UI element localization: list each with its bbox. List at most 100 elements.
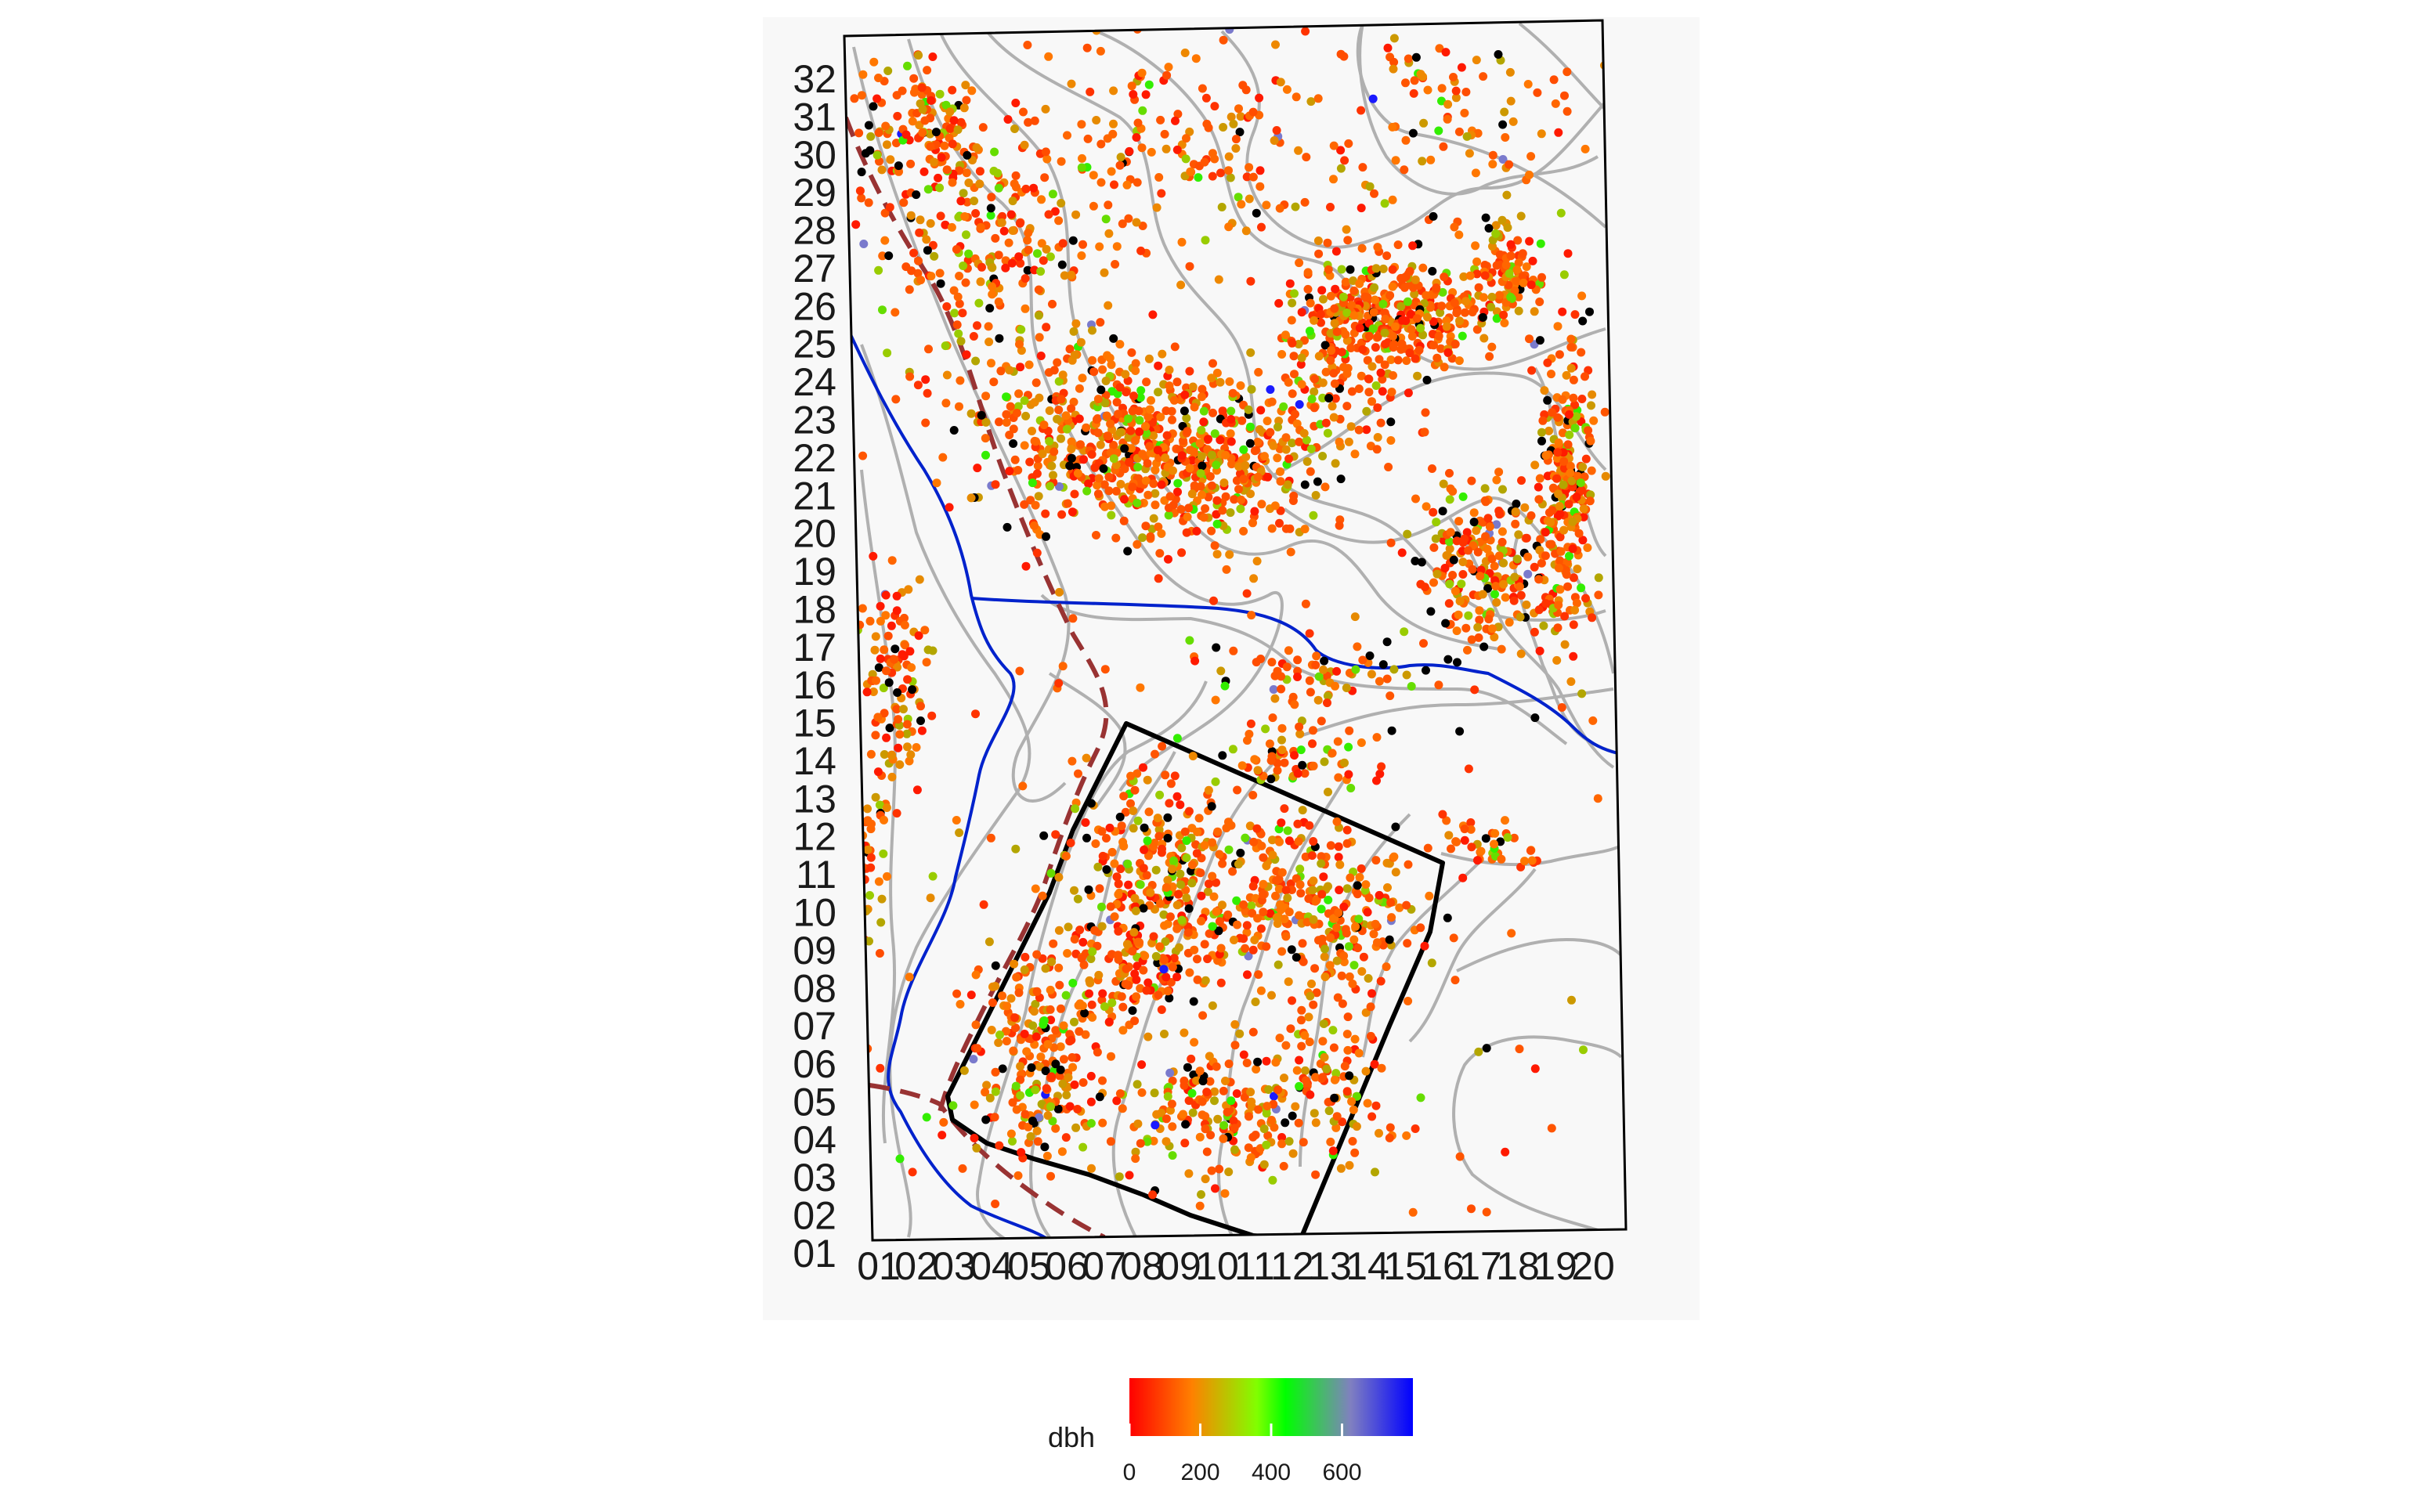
- tree-point: [1183, 427, 1192, 436]
- tree-point: [1436, 344, 1446, 353]
- tree-point: [913, 269, 923, 278]
- tree-point: [1297, 1041, 1306, 1051]
- tree-point: [955, 272, 964, 280]
- tree-point: [1557, 703, 1566, 712]
- tree-point: [959, 103, 969, 113]
- tree-point: [1028, 427, 1036, 435]
- tree-point: [1162, 406, 1171, 416]
- tree-point: [1358, 655, 1367, 665]
- tree-point: [1283, 826, 1292, 835]
- tree-point: [1034, 285, 1043, 294]
- tree-point: [1064, 1073, 1073, 1082]
- tree-point: [1016, 258, 1025, 268]
- tree-point: [1562, 370, 1571, 380]
- tree-point: [1386, 436, 1396, 445]
- tree-point: [887, 772, 897, 781]
- tree-point: [1453, 658, 1461, 667]
- tree-point: [1555, 556, 1565, 565]
- tree-point: [1204, 435, 1212, 444]
- tree-point: [1268, 713, 1277, 723]
- tree-point: [1428, 266, 1437, 276]
- tree-point: [906, 750, 916, 760]
- tree-point: [1333, 737, 1342, 746]
- tree-point: [1250, 936, 1259, 944]
- tree-point: [1282, 662, 1292, 672]
- tree-point: [1187, 1088, 1197, 1098]
- tree-point: [1118, 1104, 1127, 1113]
- tree-point: [1068, 236, 1078, 245]
- tree-point: [932, 478, 941, 488]
- tree-point: [1058, 370, 1068, 380]
- tree-point: [1129, 392, 1138, 401]
- tree-point: [1088, 355, 1097, 365]
- y-tick-label: 09: [793, 929, 836, 973]
- tree-point: [1242, 1059, 1252, 1067]
- tree-point: [1198, 384, 1207, 394]
- tree-point: [1516, 590, 1526, 600]
- tree-point: [1028, 1021, 1038, 1030]
- tree-point: [1082, 833, 1091, 843]
- tree-point: [1428, 464, 1436, 473]
- tree-point: [1206, 1131, 1216, 1140]
- tree-point: [1125, 146, 1134, 156]
- tree-point: [997, 218, 1006, 227]
- tree-point: [1432, 283, 1441, 292]
- tree-point: [1464, 764, 1473, 774]
- tree-point: [1143, 978, 1153, 987]
- tree-point: [1361, 1066, 1371, 1076]
- tree-point: [1566, 461, 1575, 471]
- tree-point: [1439, 142, 1448, 151]
- tree-point: [1342, 825, 1352, 835]
- tree-point: [1100, 399, 1110, 408]
- tree-point: [962, 96, 971, 105]
- tree-point: [872, 150, 882, 160]
- tree-point: [1208, 871, 1217, 881]
- y-tick-label: 26: [793, 284, 836, 328]
- tree-point: [1307, 851, 1317, 861]
- tree-point: [1581, 372, 1589, 381]
- tree-point: [1086, 978, 1095, 987]
- y-tick-label: 17: [793, 626, 836, 669]
- tree-point: [1410, 76, 1419, 85]
- tree-point: [984, 322, 993, 331]
- tree-point: [1555, 350, 1564, 359]
- tree-point: [1230, 936, 1238, 944]
- tree-point: [1349, 311, 1359, 320]
- tree-point: [1364, 374, 1373, 384]
- tree-point: [869, 551, 878, 561]
- tree-point: [1109, 454, 1118, 464]
- tree-point: [1073, 469, 1082, 478]
- tree-point: [1305, 629, 1314, 638]
- tree-point: [1095, 242, 1104, 251]
- tree-point: [1126, 771, 1136, 781]
- tree-point: [1021, 561, 1031, 571]
- tree-point: [969, 1055, 978, 1064]
- tree-point: [1226, 429, 1235, 438]
- tree-point: [1425, 891, 1434, 900]
- tree-point: [1098, 989, 1107, 998]
- tree-point: [1329, 175, 1338, 184]
- tree-point: [1149, 479, 1158, 489]
- tree-point: [1549, 75, 1559, 85]
- tree-point: [1267, 524, 1277, 533]
- tree-point: [1187, 879, 1197, 888]
- tree-point: [1481, 497, 1490, 507]
- tree-point: [1212, 460, 1221, 470]
- tree-point: [1342, 402, 1352, 411]
- tree-point: [1343, 236, 1353, 245]
- tree-point: [1236, 504, 1245, 514]
- tree-point: [1380, 328, 1389, 337]
- tree-point: [1443, 114, 1452, 124]
- tree-point: [1180, 1081, 1189, 1090]
- tree-point: [977, 262, 986, 272]
- tree-point: [1154, 522, 1163, 532]
- tree-point: [1317, 286, 1327, 295]
- tree-point: [1182, 134, 1190, 143]
- tree-point: [1100, 268, 1109, 277]
- tree-point: [1404, 388, 1413, 398]
- tree-point: [1382, 251, 1392, 261]
- tree-point: [949, 286, 959, 295]
- tree-point: [1097, 827, 1107, 836]
- tree-point: [1275, 518, 1284, 528]
- tree-point: [1195, 1132, 1205, 1142]
